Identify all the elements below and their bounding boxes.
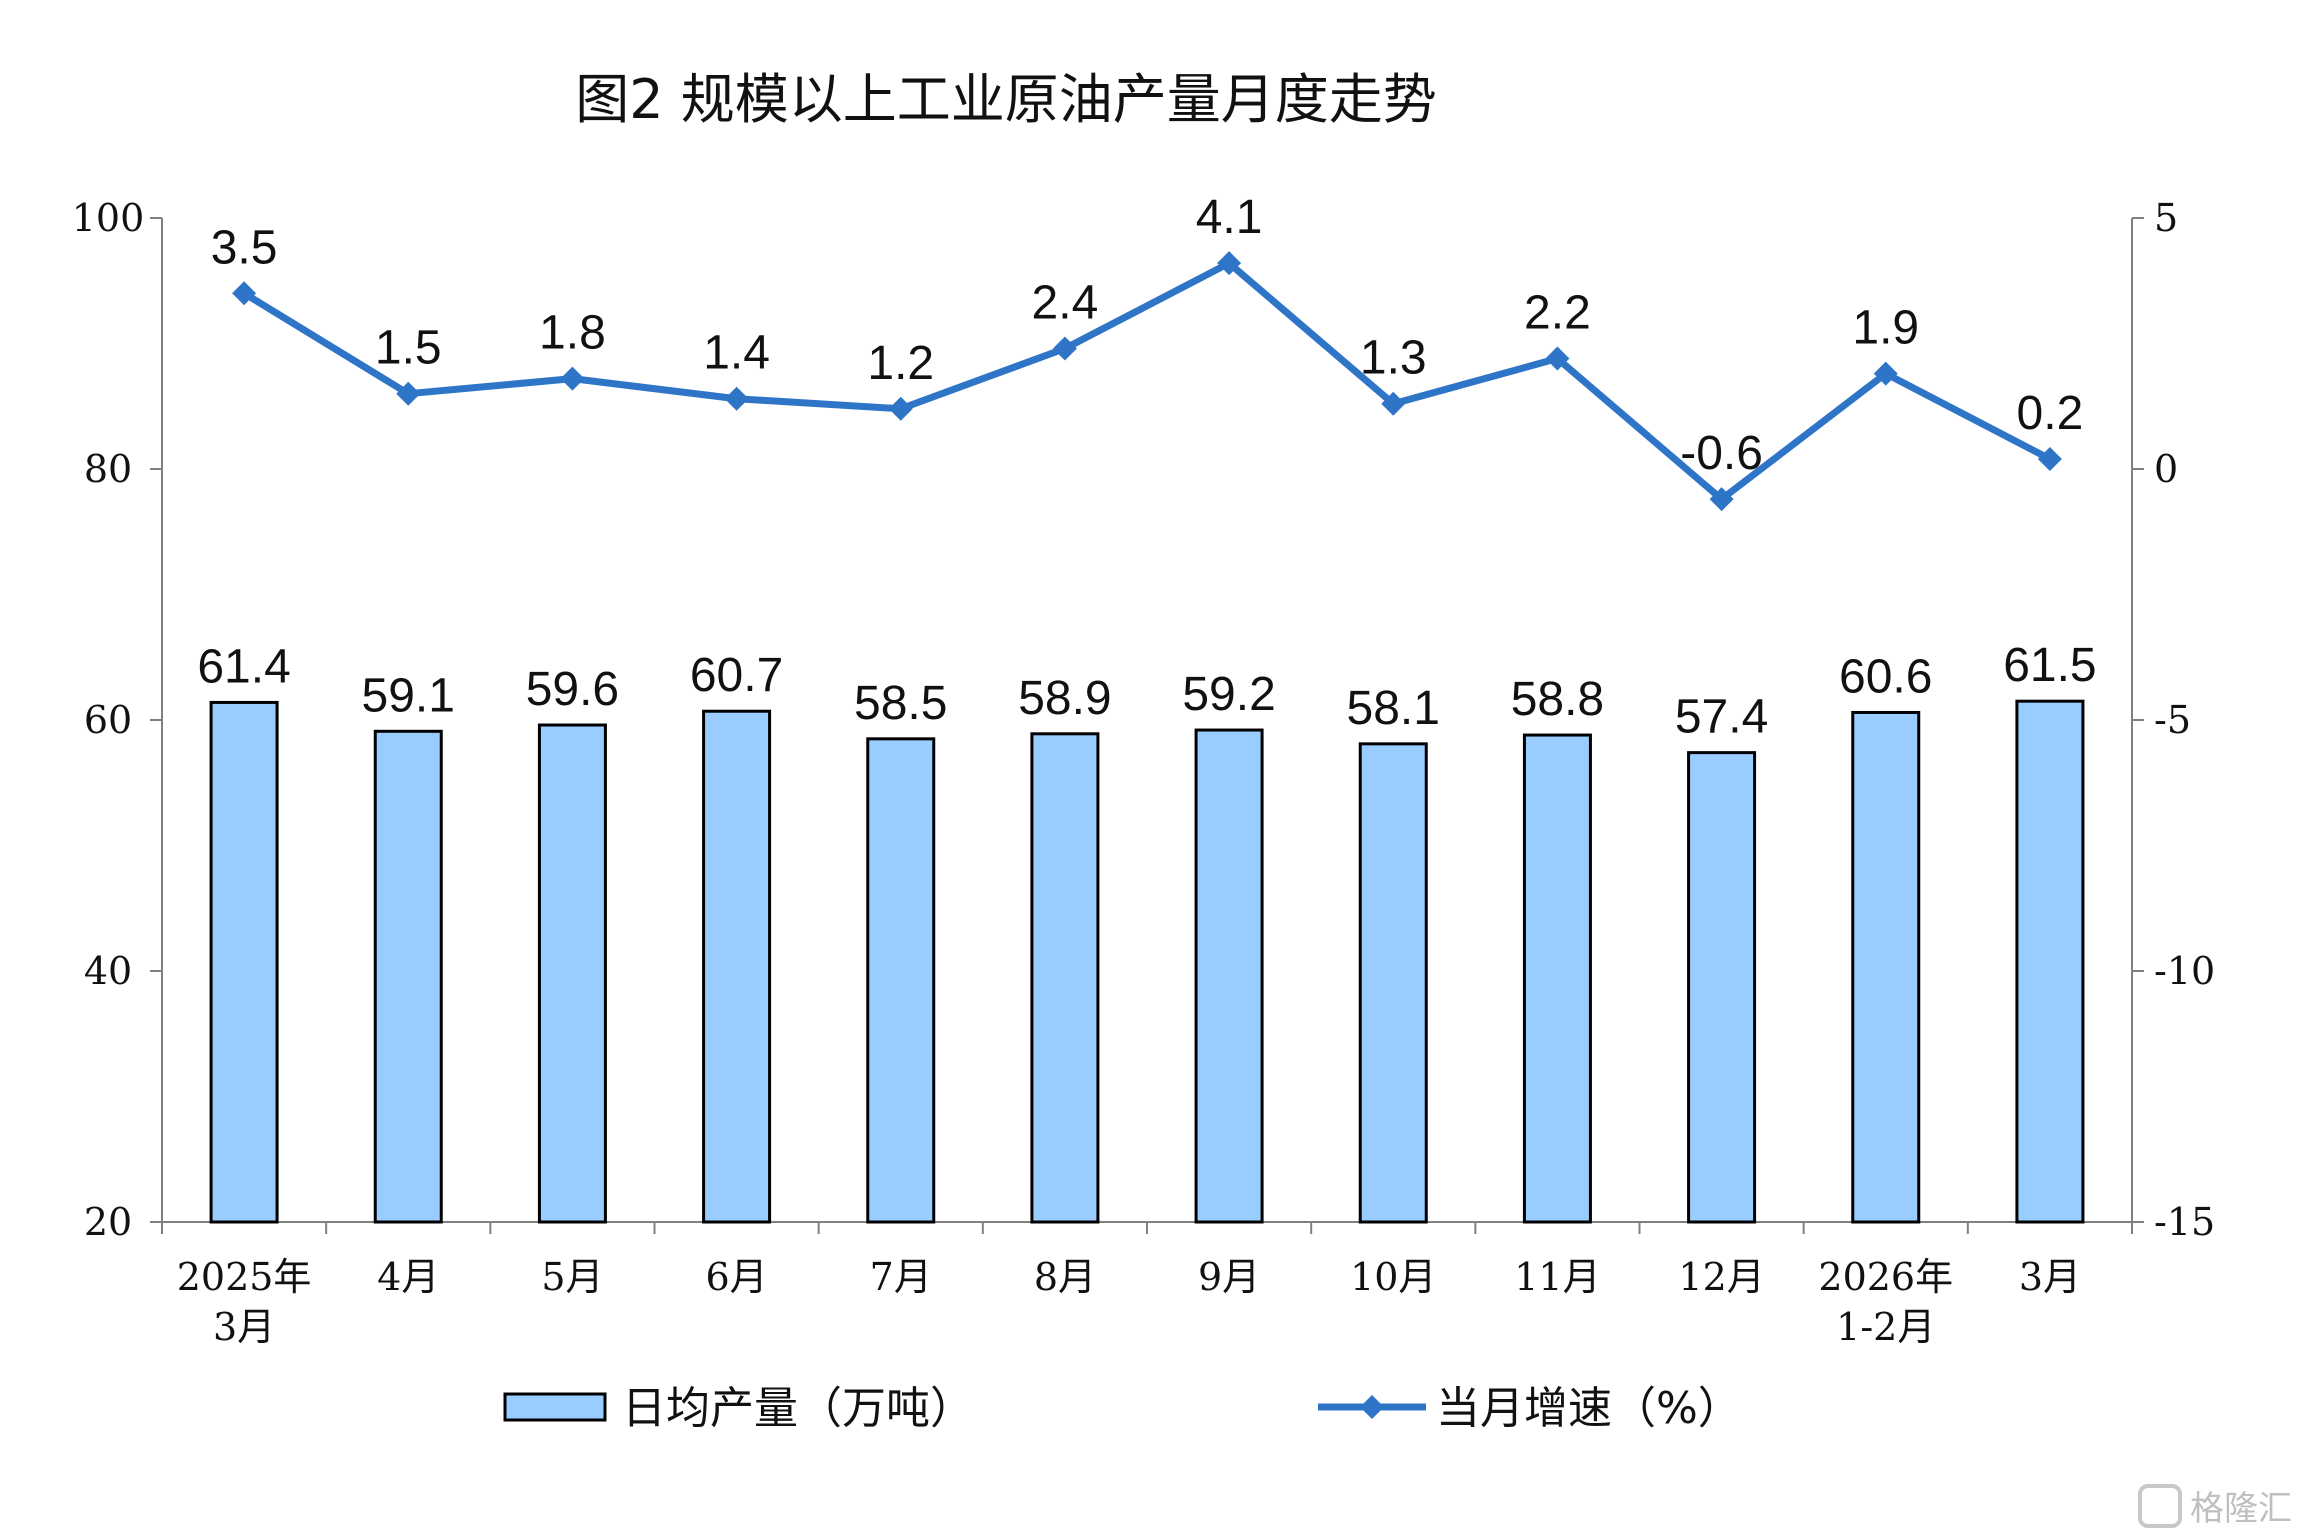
- bar: [1851, 710, 1921, 1224]
- line-data-label: 1.3: [1360, 332, 1427, 385]
- x-tick-label: 2025年: [177, 1255, 312, 1299]
- bar: [702, 709, 772, 1224]
- bar-data-label: 59.1: [362, 669, 455, 722]
- line-point-marker: [888, 396, 913, 421]
- bar-data-label: 59.2: [1182, 668, 1275, 721]
- x-tick-label: 8月: [1034, 1255, 1096, 1299]
- legend-line-marker: [1360, 1395, 1384, 1419]
- x-tick-label: 3月: [2019, 1255, 2081, 1299]
- line-point-marker: [2037, 446, 2062, 471]
- right-tick-label: 5: [2154, 196, 2178, 240]
- line-data-label: 2.4: [1032, 277, 1099, 330]
- bar: [866, 737, 936, 1224]
- right-tick-label: -10: [2154, 949, 2215, 993]
- line-data-label: 1.9: [1852, 302, 1919, 355]
- x-tick-label: 11月: [1514, 1255, 1600, 1299]
- legend-line-label: 当月增速（%）: [1436, 1383, 1742, 1434]
- bar: [1194, 728, 1264, 1224]
- line-point-marker: [560, 366, 585, 391]
- line-data-label: 3.5: [211, 221, 278, 274]
- line-point-marker: [396, 381, 421, 406]
- bar-data-label: 58.9: [1018, 672, 1111, 725]
- line-data-label: 1.5: [375, 322, 442, 375]
- line-point-marker: [232, 281, 257, 306]
- bar-data-label: 58.1: [1347, 682, 1440, 735]
- line-data-label: 0.2: [2017, 387, 2084, 440]
- bar-data-label: 58.5: [854, 677, 947, 730]
- x-tick-label: 10月: [1350, 1255, 1436, 1299]
- line-data-label: 4.1: [1196, 191, 1263, 244]
- bar-data-label: 58.8: [1511, 673, 1604, 726]
- line-data-label: 1.2: [867, 337, 934, 390]
- left-tick-label: 100: [72, 196, 145, 240]
- right-tick-label: 0: [2154, 447, 2178, 491]
- bar: [1522, 733, 1592, 1224]
- left-tick-label: 80: [84, 447, 132, 491]
- line-point-marker: [1381, 391, 1406, 416]
- line-point-marker: [1545, 346, 1570, 371]
- data-labels: 61.4 59.1 59.6 60.7 58.5 58.9 59.2 58.1 58.8 57.4…: [197, 191, 2096, 743]
- line-point-marker: [1217, 251, 1242, 276]
- line-data-label: -0.6: [1680, 427, 1763, 480]
- x-tick-label: 4月: [377, 1255, 439, 1299]
- bar-data-label: 59.6: [526, 663, 619, 716]
- x-tick-label: 6月: [705, 1255, 767, 1299]
- legend-bar-swatch: [503, 1392, 607, 1422]
- x-tick-label: 12月: [1678, 1255, 1764, 1299]
- bar: [537, 723, 607, 1224]
- line-data-label: 1.8: [539, 307, 606, 360]
- line-point-marker: [1873, 361, 1898, 386]
- line-point-marker: [724, 386, 749, 411]
- x-tick-label: 2026年: [1818, 1255, 1953, 1299]
- line-point-marker: [1052, 336, 1077, 361]
- watermark-logo-icon: [2138, 1484, 2182, 1528]
- bar-data-label: 60.6: [1839, 650, 1932, 703]
- bar: [1687, 751, 1757, 1224]
- line-series: [232, 251, 2062, 512]
- right-tick-label: -15: [2154, 1200, 2215, 1244]
- axes: 100 80 60 40 20 5 0 -5 -10 -15 2025年 3月 4月 5月 6月 7月 8月 9月…: [72, 196, 2215, 1349]
- x-tick-label: 7月: [870, 1255, 932, 1299]
- bar: [373, 729, 443, 1224]
- line-data-label: 2.2: [1524, 287, 1591, 340]
- left-tick-label: 20: [84, 1200, 132, 1244]
- bar: [1358, 742, 1428, 1224]
- x-tick-label: 5月: [541, 1255, 603, 1299]
- watermark: 格隆汇: [2138, 1484, 2292, 1529]
- bar-data-label: 61.4: [197, 640, 290, 693]
- bar-data-label: 60.7: [690, 649, 783, 702]
- bar-series: [209, 699, 2085, 1224]
- line-point-marker: [1709, 487, 1734, 512]
- chart-title: 图2 规模以上工业原油产量月度走势: [575, 68, 1437, 131]
- x-tick-label: 9月: [1198, 1255, 1260, 1299]
- left-tick-label: 40: [84, 949, 132, 993]
- left-tick-label: 60: [84, 698, 132, 742]
- bar: [209, 700, 279, 1224]
- growth-line: [242, 259, 2052, 503]
- watermark-text: 格隆汇: [2190, 1489, 2292, 1529]
- x-tick-label: 3月: [213, 1305, 275, 1349]
- legend: 日均产量（万吨） 当月增速（%）: [503, 1383, 1742, 1434]
- bar-data-label: 61.5: [2003, 639, 2096, 692]
- right-tick-label: -5: [2154, 698, 2191, 742]
- line-data-label: 1.4: [703, 327, 770, 380]
- bar: [2015, 699, 2085, 1224]
- bar-data-label: 57.4: [1675, 691, 1768, 744]
- bar: [1030, 732, 1100, 1224]
- legend-bar-label: 日均产量（万吨）: [622, 1383, 974, 1434]
- x-tick-label: 1-2月: [1836, 1305, 1935, 1349]
